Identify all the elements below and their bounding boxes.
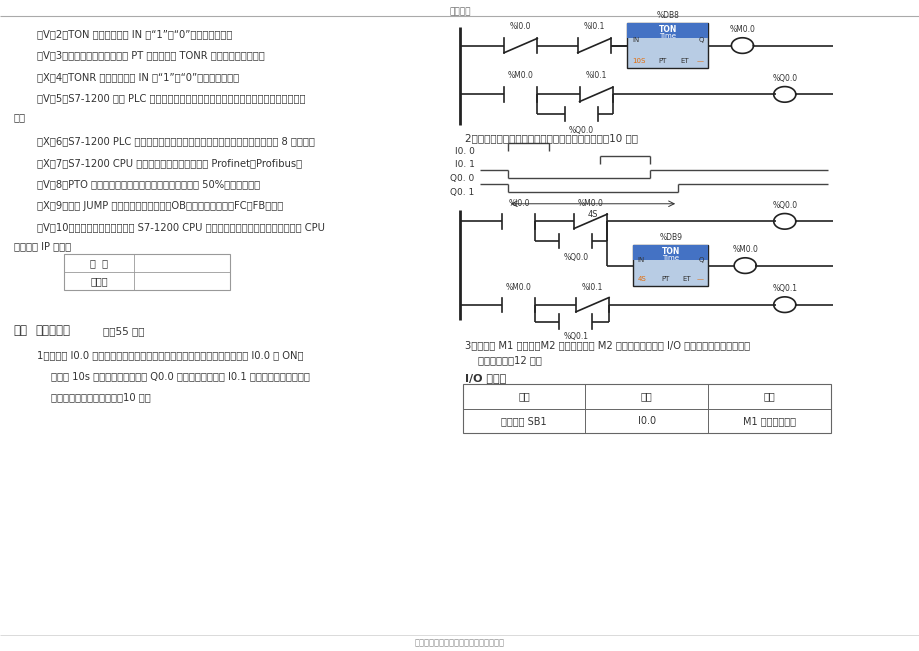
Text: %Q0.0: %Q0.0 — [562, 253, 588, 262]
Text: （V）3、当前值大于等于预设値 PT 时，定时器 TONR 被置位并停止计时。: （V）3、当前值大于等于预设値 PT 时，定时器 TONR 被置位并停止计时。 — [37, 50, 265, 61]
Text: TON: TON — [658, 25, 676, 34]
FancyBboxPatch shape — [627, 23, 708, 38]
Text: %M0.0: %M0.0 — [577, 199, 603, 208]
Text: Q0. 1: Q0. 1 — [450, 187, 474, 197]
Text: I/O 分配表: I/O 分配表 — [464, 372, 505, 383]
Text: 四、: 四、 — [14, 324, 28, 337]
Text: 4S: 4S — [587, 210, 597, 219]
Text: %I0.0: %I0.0 — [509, 22, 531, 31]
Text: %M0.0: %M0.0 — [732, 245, 757, 254]
Text: （X）7、S7-1200 CPU 集成有多种总线接口，包括 Profinet、Profibus。: （X）7、S7-1200 CPU 集成有多种总线接口，包括 Profinet、P… — [37, 158, 301, 168]
Text: %M0.0: %M0.0 — [729, 25, 754, 34]
Bar — [462, 384, 830, 433]
Text: 3、电动机 M1 起动后，M2 才能起动，且 M2 能实现点动。写出 I/O 分配表，画出接线图，设: 3、电动机 M1 起动后，M2 才能起动，且 M2 能实现点动。写出 I/O 分… — [464, 340, 749, 350]
Text: I0. 0: I0. 0 — [454, 146, 474, 156]
Text: ET: ET — [681, 276, 690, 283]
Text: %Q0.0: %Q0.0 — [568, 126, 594, 135]
Text: 所使用的 IP 地址。: 所使用的 IP 地址。 — [14, 241, 71, 251]
FancyBboxPatch shape — [627, 23, 708, 68]
Text: 如果在 10s 内没有产品通过，由 Q0.0 发出报警信号，用 I0.1 输入端外接的开关解除: 如果在 10s 内没有产品通过，由 Q0.0 发出报警信号，用 I0.1 输入端… — [51, 371, 309, 381]
Text: ET: ET — [679, 58, 688, 64]
Text: %I0.0: %I0.0 — [507, 199, 529, 208]
Text: IN: IN — [631, 37, 639, 44]
Bar — [64, 254, 230, 290]
Text: Time: Time — [662, 255, 678, 261]
Text: %M0.0: %M0.0 — [505, 283, 531, 292]
Text: PT: PT — [657, 58, 666, 64]
Text: 4S: 4S — [637, 276, 646, 283]
Text: I0. 1: I0. 1 — [454, 159, 474, 169]
Text: %I0.1: %I0.1 — [584, 71, 607, 80]
Text: %DB8: %DB8 — [656, 11, 678, 20]
FancyBboxPatch shape — [632, 245, 708, 260]
Text: 计出程序。（12 分）: 计出程序。（12 分） — [478, 355, 541, 365]
Text: 端口: 端口 — [641, 391, 652, 401]
Text: IN: IN — [637, 257, 644, 264]
Text: %Q0.0: %Q0.0 — [771, 201, 797, 210]
Text: 名称: 名称 — [517, 391, 529, 401]
Text: Time: Time — [659, 33, 675, 39]
Text: （X）4、TONR 的启动输入端 IN 由“1”变“0”时定时器复位。: （X）4、TONR 的启动输入端 IN 由“1”变“0”时定时器复位。 — [37, 72, 239, 82]
Text: 10S: 10S — [631, 58, 645, 64]
Text: 评卷人: 评卷人 — [90, 276, 108, 286]
Text: PT: PT — [661, 276, 669, 283]
Text: （X）6、S7-1200 PLC 属于紧凑型设计，同时也支持进行扩展，最多允许扩展 8 个模块。: （X）6、S7-1200 PLC 属于紧凑型设计，同时也支持进行扩展，最多允许扩… — [37, 136, 314, 146]
Text: M1 电机启动信号: M1 电机启动信号 — [743, 416, 795, 426]
Text: %Q0.1: %Q0.1 — [562, 332, 588, 341]
Text: （V）10、通过工厂复位，可以将 S7-1200 CPU 中存储的程序清除，也可以同时清除 CPU: （V）10、通过工厂复位，可以将 S7-1200 CPU 中存储的程序清除，也可… — [37, 222, 324, 232]
Text: I0.0: I0.0 — [637, 416, 655, 426]
Text: 器。: 器。 — [14, 112, 26, 122]
Text: （全55 分）: （全55 分） — [103, 326, 144, 336]
Text: 得  分: 得 分 — [90, 258, 108, 268]
Text: 报警信号，画出梯形图。（10 分）: 报警信号，画出梯形图。（10 分） — [51, 392, 150, 402]
Text: %I0.1: %I0.1 — [581, 283, 603, 292]
Text: TON: TON — [661, 247, 679, 256]
Text: （V）8、PTO 为高速脆冲串输出，它总是输出占空比为 50%的方波脆冲。: （V）8、PTO 为高速脆冲串输出，它总是输出占空比为 50%的方波脆冲。 — [37, 179, 260, 189]
Text: （X）9、利用 JUMP 指令，可以从主程序（OB）跳转到子程序（FC、FB）中。: （X）9、利用 JUMP 指令，可以从主程序（OB）跳转到子程序（FC、FB）中… — [37, 201, 283, 211]
Text: 收集于网络，如有侵权请联系管理员删除: 收集于网络，如有侵权请联系管理员删除 — [414, 639, 505, 648]
Text: %M0.0: %M0.0 — [507, 71, 533, 80]
Text: %Q0.1: %Q0.1 — [771, 284, 797, 293]
Text: %Q0.0: %Q0.0 — [771, 74, 797, 83]
Text: 分析说明题: 分析说明题 — [35, 324, 70, 337]
Text: —: — — [696, 276, 703, 283]
Text: 功能: 功能 — [763, 391, 775, 401]
FancyBboxPatch shape — [632, 245, 708, 286]
Text: 启动按鈕 SB1: 启动按鈕 SB1 — [501, 416, 546, 426]
Text: 2、试用经验设计法设计满足下图所示的梯形图。（10 分）: 2、试用经验设计法设计满足下图所示的梯形图。（10 分） — [464, 133, 637, 143]
Text: —: — — [696, 58, 703, 64]
Text: Q: Q — [698, 37, 703, 44]
Text: Q0. 0: Q0. 0 — [450, 174, 474, 183]
Text: （V）5、S7-1200 系列 PLC 中提供了增计数器、减计数器、增减计数器三种类型的计数: （V）5、S7-1200 系列 PLC 中提供了增计数器、减计数器、增减计数器三… — [37, 93, 305, 104]
Text: 1、用接在 I0.0 输入端的光电开关检测传送带上通过的产品，有产品通过时 I0.0 为 ON，: 1、用接在 I0.0 输入端的光电开关检测传送带上通过的产品，有产品通过时 I0… — [37, 350, 303, 360]
Text: %DB9: %DB9 — [659, 233, 682, 242]
Text: 精品文档: 精品文档 — [448, 7, 471, 16]
Text: Q: Q — [698, 257, 703, 264]
Text: %I0.1: %I0.1 — [583, 22, 605, 31]
Text: （V）2、TON 的启动输入端 IN 由“1”变“0”时定时器复位。: （V）2、TON 的启动输入端 IN 由“1”变“0”时定时器复位。 — [37, 29, 232, 39]
